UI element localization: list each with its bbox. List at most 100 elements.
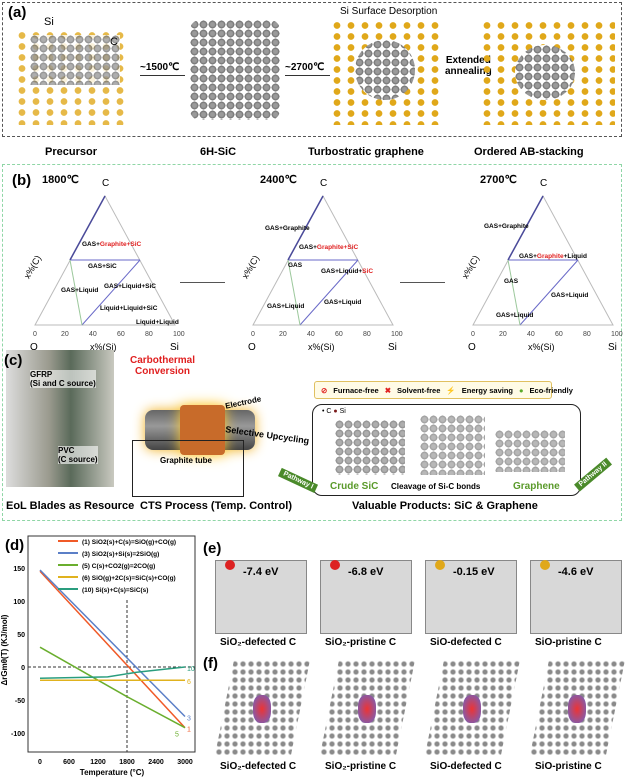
ternary-diagram (252, 194, 394, 326)
y-tick-label: -100 (11, 731, 25, 738)
legend-entry: (1) SiO2(s)+C(s)=SiO(g)+CO(g) (82, 539, 176, 546)
panel-e-label: (e) (203, 540, 222, 557)
phase-region-label: GAS+Graphite+SiC (82, 241, 141, 249)
panel-f-label: (f) (203, 655, 218, 672)
leaf-icon: ● (519, 385, 524, 395)
x-tick-label: 1800 (119, 759, 135, 766)
panel-a-box (2, 2, 622, 137)
y-tick-label: 150 (13, 566, 25, 573)
graphene-structure (495, 430, 565, 472)
phase-region-label: GAS+Liquid (61, 287, 98, 295)
temp-arrow-1: ~1500℃ (140, 62, 180, 73)
region-part: GAS+Liquid (324, 299, 362, 306)
charge-density-blob (253, 695, 271, 723)
c-label: C (110, 36, 118, 48)
si-desorption-label: Si Surface Desorption (340, 6, 438, 17)
temp-arrow-2: ~2700℃ (285, 62, 325, 73)
series-line (39, 570, 186, 729)
f-caption: SiO₂-defected C (220, 761, 297, 772)
series-end-label: 6 (187, 679, 191, 686)
caption-eol: EoL Blades as Resource (6, 500, 135, 512)
x-tick: 0 (251, 331, 255, 338)
e-caption: SiO₂-defected C (220, 637, 297, 648)
phase-region-label: GAS+Graphite (484, 223, 529, 231)
x-tick: 20 (61, 331, 69, 338)
x-tick: 40 (307, 331, 315, 338)
legend-entry: (6) SiO(g)+2C(s)=SiC(s)+CO(g) (82, 575, 176, 582)
phase-region-label: Liquid+Liquid+SiC (100, 305, 157, 313)
arrow-1 (140, 75, 185, 76)
e-caption: SiO-pristine C (535, 637, 602, 648)
ternary-diagram (34, 194, 176, 326)
series-end-label: 10 (187, 666, 195, 673)
phase-region-label: GAS+Liquid+SiC (104, 283, 156, 291)
turbostratic-structure (355, 40, 415, 100)
region-part: +Liquid (563, 253, 587, 260)
adsorption-energy: -6.8 eV (348, 566, 384, 578)
pvc-label: PVC (C source) (58, 446, 98, 464)
region-part: Liquid+Liquid+SiC (100, 305, 158, 312)
region-part: GAS+Liquid+ (321, 268, 363, 275)
x-tick: 60 (335, 331, 343, 338)
region-part: GAS+Graphite (484, 223, 529, 230)
f-caption: SiO-defected C (430, 761, 502, 772)
series-end-label: 1 (187, 727, 191, 734)
charge-density-blob (463, 695, 481, 723)
caption-cts: CTS Process (Temp. Control) (140, 500, 292, 512)
x-tick: 100 (173, 331, 185, 338)
precursor-chains (30, 35, 120, 85)
feature-eco-friendly: Eco-friendly (529, 385, 573, 395)
region-part: SiC (362, 268, 374, 275)
apex-c: C (540, 178, 548, 189)
molecule-icon (225, 560, 235, 570)
region-part: GAS+Liquid (267, 303, 305, 310)
x-axis-label: x%(Si) (528, 342, 555, 352)
x-tick: 80 (145, 331, 153, 338)
cleavage-label: Cleavage of Si-C bonds (391, 482, 481, 491)
x-axis-label: x%(Si) (308, 342, 335, 352)
furnace-free-icon: ⊘ (321, 385, 328, 395)
temperature-label: 2400℃ (260, 174, 297, 186)
f-caption: SiO₂-pristine C (325, 761, 397, 772)
region-part: GAS+Liquid+SiC (104, 283, 157, 290)
stage-turbostratic: Turbostratic graphene (308, 146, 424, 158)
arrow-2 (285, 75, 330, 76)
feature-solvent-free: Solvent-free (397, 385, 441, 395)
legend-entry: (3) SiO2(s)+Si(s)=2SiO(g) (82, 551, 159, 558)
x-tick: 0 (471, 331, 475, 338)
y-tick-label: 0 (21, 665, 25, 672)
atom-legend: • C ● Si (322, 408, 346, 415)
corner-si: Si (388, 342, 397, 353)
ordered-structure (515, 45, 575, 100)
ternary-diagram (472, 194, 614, 326)
phase-region-label: GAS+Liquid (551, 292, 588, 300)
phase-region-label: GAS+Graphite (265, 225, 310, 233)
x-tick: 80 (363, 331, 371, 338)
adsorption-energy: -4.6 eV (558, 566, 594, 578)
phase-region-label: GAS+Liquid+SiC (321, 268, 373, 276)
series-line (39, 646, 186, 729)
stage-precursor: Precursor (45, 146, 97, 158)
region-part: GAS+Liquid (496, 312, 534, 319)
legend-entry: (5) C(s)+CO2(g)=2CO(g) (82, 563, 155, 570)
x-tick: 20 (279, 331, 287, 338)
crude-sic-structure (335, 420, 405, 475)
region-part: GAS+ (519, 253, 537, 260)
features-bar: ⊘ Furnace-free ✖ Solvent-free ⚡ Energy savi… (314, 381, 573, 399)
si-label: Si (44, 16, 54, 28)
stage-6h-sic: 6H-SiC (200, 146, 237, 158)
adsorption-structure (215, 560, 307, 634)
x-tick-label: 0 (38, 759, 42, 766)
x-tick: 20 (499, 331, 507, 338)
x-tick: 80 (583, 331, 591, 338)
carbothermal-label: Carbothermal Conversion (130, 355, 196, 377)
y-axis-title: ΔrGmθ(T) (KJ/mol) (0, 614, 9, 685)
adsorption-energy: -0.15 eV (453, 566, 495, 578)
feature-energy-saving: Energy saving (461, 385, 514, 395)
phase-region-label: GAS+SiC (88, 263, 117, 271)
region-part: GAS+Graphite (265, 225, 310, 232)
x-tick-label: 3000 (177, 759, 193, 766)
panel-c-label: (c) (4, 352, 23, 369)
legend-si: Si (339, 408, 346, 415)
charge-density-blob (358, 695, 376, 723)
